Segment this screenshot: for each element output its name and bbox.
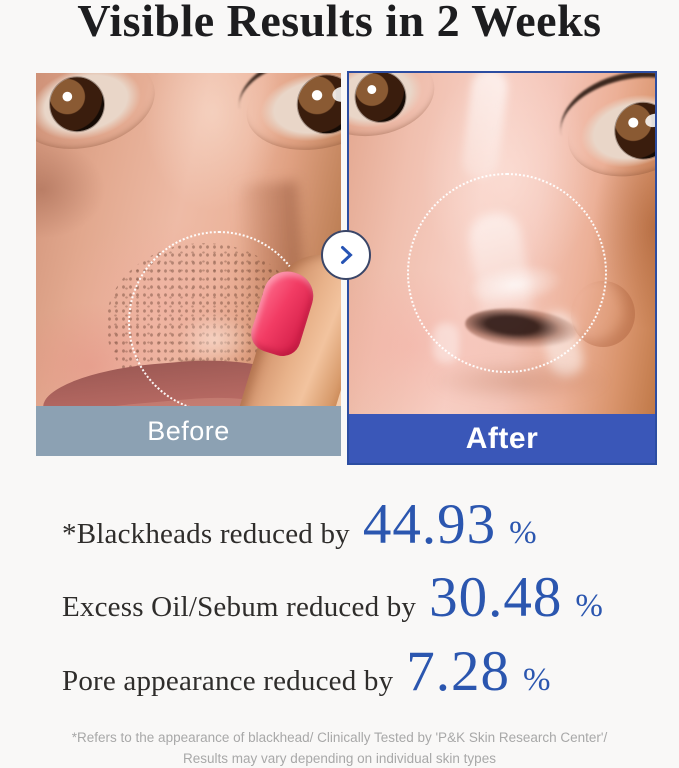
right-eye-before — [240, 73, 341, 160]
left-eye-before — [36, 73, 165, 163]
disclaimer-line-1: *Refers to the appearance of blackhead/ … — [71, 730, 608, 745]
after-panel: After — [347, 71, 657, 465]
iris — [350, 73, 411, 127]
before-after-arrow — [321, 230, 371, 280]
stat-unit: % — [523, 662, 551, 698]
iris — [609, 97, 655, 165]
iris — [44, 73, 110, 137]
chevron-right-icon — [341, 246, 353, 264]
stat-value: 30.48 — [429, 566, 563, 629]
disclaimer-line-2: Results may vary depending on individual… — [183, 751, 496, 766]
before-label: Before — [147, 415, 230, 446]
stat-unit: % — [575, 588, 603, 624]
after-label: After — [465, 421, 539, 455]
stat-value: 7.28 — [406, 640, 511, 703]
disclaimer: *Refers to the appearance of blackhead/ … — [0, 727, 679, 768]
after-photo — [349, 73, 655, 414]
stat-pores: Pore appearance reduced by 7.28 % — [62, 639, 551, 704]
stat-unit: % — [509, 515, 537, 551]
after-label-bar: After — [349, 414, 655, 463]
focus-circle-after — [407, 173, 607, 373]
iris — [293, 73, 341, 138]
stat-sebum: Excess Oil/Sebum reduced by 30.48 % — [62, 565, 603, 630]
stat-blackheads: *Blackheads reduced by 44.93 % — [62, 492, 537, 557]
left-eye-after — [349, 73, 443, 147]
right-eye-after — [558, 73, 655, 189]
before-panel: Before — [36, 73, 341, 456]
stat-label: *Blackheads reduced by — [62, 518, 350, 550]
gloss-highlight — [460, 73, 510, 181]
before-photo — [36, 73, 341, 406]
stat-label: Pore appearance reduced by — [62, 665, 394, 697]
stat-value: 44.93 — [362, 493, 497, 556]
before-label-bar: Before — [36, 406, 341, 456]
page-title: Visible Results in 2 Weeks — [77, 0, 602, 46]
stat-label: Excess Oil/Sebum reduced by — [62, 591, 417, 623]
